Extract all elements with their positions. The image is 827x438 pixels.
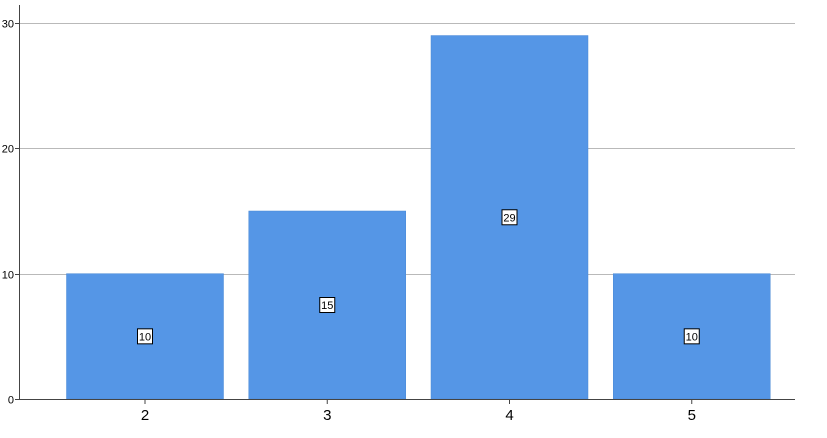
- data-labels: 10 15 29 10: [137, 209, 700, 345]
- data-label-text: 10: [139, 331, 151, 343]
- data-label-box: [683, 328, 700, 345]
- y-tick-label-20: 20: [2, 144, 14, 156]
- y-tick-label-30: 30: [2, 19, 14, 31]
- data-label-5: 10: [683, 328, 700, 345]
- data-label-text: 29: [503, 212, 515, 224]
- x-tick-label-5: 5: [688, 407, 696, 424]
- y-tick-label-0: 0: [8, 395, 14, 407]
- axes: [19, 5, 795, 400]
- x-tick-label-3: 3: [323, 407, 331, 424]
- data-label-2: 10: [137, 328, 153, 345]
- data-label-4: 29: [501, 209, 518, 226]
- x-tick-label-2: 2: [141, 407, 149, 424]
- y-tick-label-10: 10: [2, 270, 14, 282]
- data-label-box: [137, 328, 153, 345]
- gridlines: [20, 23, 795, 275]
- data-label-box: [319, 297, 336, 313]
- bars: [66, 35, 771, 400]
- data-label-text: 15: [321, 300, 333, 312]
- ticks: 0 10 20 30 2 3 4 5: [2, 19, 696, 425]
- data-label-text: 10: [686, 331, 698, 343]
- data-label-box: [501, 209, 518, 226]
- data-label-3: 15: [319, 297, 336, 313]
- x-tick-label-4: 4: [505, 407, 513, 424]
